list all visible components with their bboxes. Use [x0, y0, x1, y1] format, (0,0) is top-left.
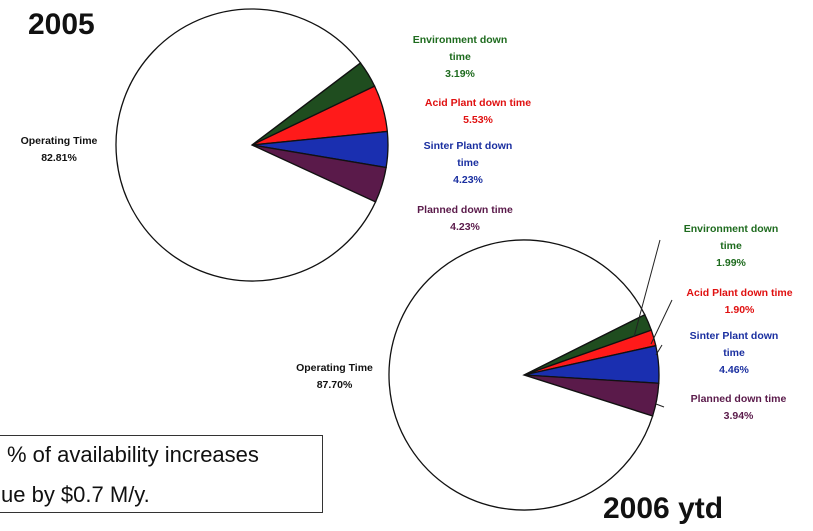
label-2005-acid: Acid Plant down time 5.53% — [398, 95, 558, 129]
label-2006-planned: Planned down time 3.94% — [666, 391, 811, 425]
label-2006-sinter: Sinter Plant down time 4.46% — [664, 328, 804, 379]
label-2005-sinter-value: 4.23% — [453, 174, 483, 186]
pie-2006-leader-line-3 — [655, 344, 663, 356]
label-2005-operating: Operating Time 82.81% — [0, 133, 118, 167]
pie-2006-slice-operating-time — [388, 239, 654, 511]
callout-line-1: % of availability increases — [7, 442, 259, 467]
label-2006-operating-value: 87.70% — [316, 379, 353, 391]
label-2005-environment-line2: time — [449, 51, 471, 63]
label-2006-operating: Operating Time 87.70% — [272, 360, 397, 394]
label-2005-environment-line1: Environment down — [412, 34, 508, 46]
label-2006-operating-line1: Operating Time — [296, 362, 373, 374]
label-2006-acid: Acid Plant down time 1.90% — [666, 285, 813, 319]
label-2006-environment-line1: Environment down — [683, 223, 779, 235]
title-2005: 2005 — [28, 8, 95, 41]
label-2005-acid-value: 5.53% — [463, 114, 493, 126]
pie-2006-leader-line-4 — [655, 403, 665, 408]
label-2006-planned-value: 3.94% — [723, 410, 754, 422]
label-2005-sinter-line1: Sinter Plant down — [423, 140, 513, 152]
label-2006-environment-line2: time — [720, 240, 742, 252]
label-2006-sinter-line1: Sinter Plant down — [689, 330, 779, 342]
label-2006-sinter-value: 4.46% — [719, 364, 749, 376]
label-2006-environment: Environment down time 1.99% — [656, 221, 806, 272]
label-2006-acid-line1: Acid Plant down time — [686, 287, 793, 299]
label-2006-environment-value: 1.99% — [716, 257, 746, 269]
title-2006: 2006 ytd — [603, 492, 724, 525]
label-2006-acid-value: 1.90% — [724, 304, 755, 316]
label-2005-planned: Planned down time 4.23% — [390, 202, 540, 236]
callout-line-2: ue by $0.7 M/y. — [1, 482, 150, 507]
label-2005-planned-line1: Planned down time — [417, 204, 513, 216]
label-2005-sinter-line2: time — [457, 157, 479, 169]
pie-2006-leader-line-1 — [633, 239, 661, 338]
label-2005-planned-value: 4.23% — [450, 221, 480, 233]
label-2005-environment-value: 3.19% — [445, 68, 475, 80]
label-2006-planned-line1: Planned down time — [690, 393, 787, 405]
label-2005-environment: Environment down time 3.19% — [385, 32, 535, 83]
pie-2006-leader-line-2 — [650, 299, 673, 345]
label-2005-acid-line1: Acid Plant down time — [424, 97, 532, 109]
label-2006-sinter-line2: time — [723, 347, 745, 359]
availability-callout: % of availability increases ue by $0.7 M… — [0, 435, 323, 513]
label-2005-operating-value: 82.81% — [41, 152, 77, 164]
label-2005-operating-line1: Operating Time — [20, 135, 98, 147]
label-2005-sinter: Sinter Plant down time 4.23% — [398, 138, 538, 189]
pie-2005-slice-operating-time — [115, 8, 377, 282]
